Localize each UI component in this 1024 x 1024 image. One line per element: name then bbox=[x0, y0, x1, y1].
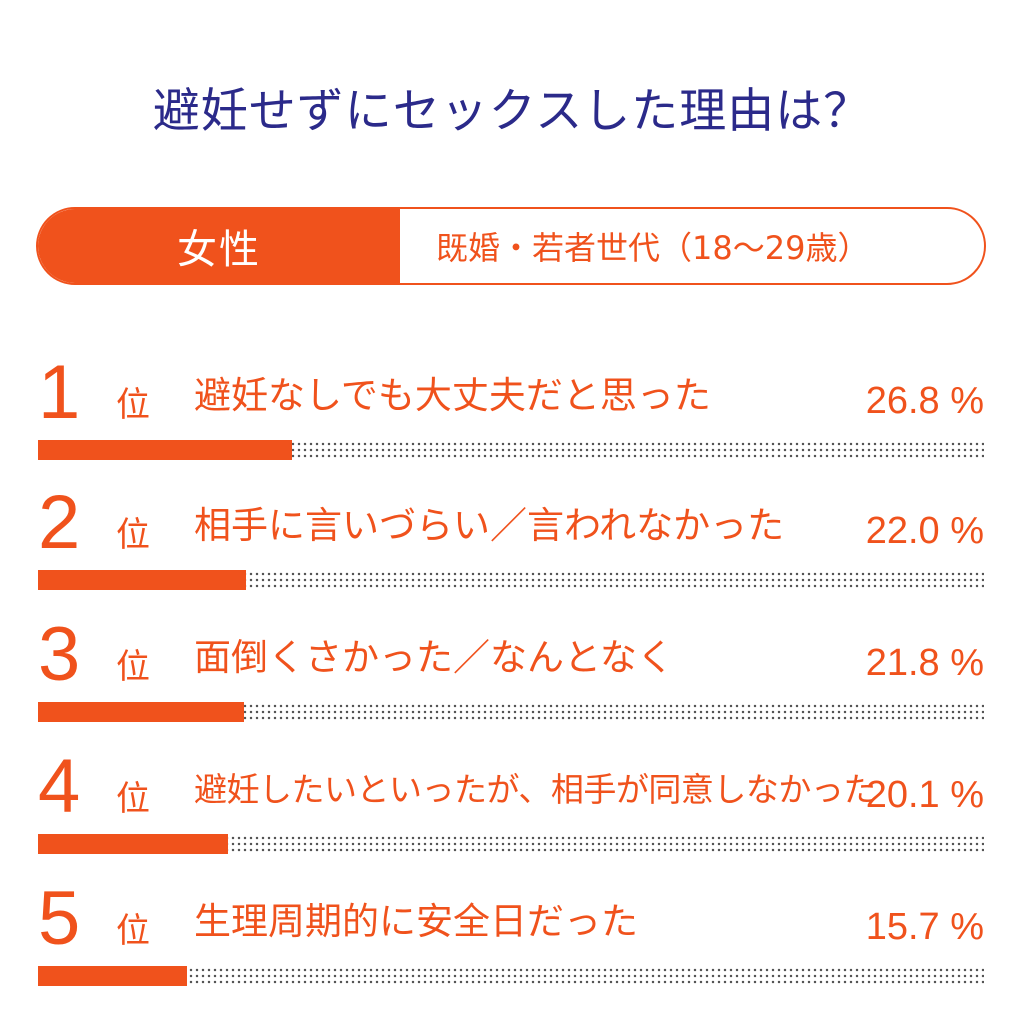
rank-number: 5 bbox=[38, 876, 81, 961]
value-label: 20.1 % bbox=[865, 774, 984, 816]
chart-title: 避妊せずにセックスした理由は？ bbox=[152, 84, 872, 139]
rank-unit: 位 bbox=[116, 515, 150, 555]
rank-unit: 位 bbox=[116, 647, 150, 687]
bar bbox=[38, 966, 187, 986]
rank-row-2: 2 位 相手に言いづらい／言われなかった 22.0 % bbox=[0, 478, 1024, 610]
bar-track bbox=[38, 570, 984, 590]
reason-label: 面倒くさかった／なんとなく bbox=[194, 636, 674, 679]
reason-label: 避妊したいといったが、相手が同意しなかった bbox=[194, 770, 876, 809]
value-label: 15.7 % bbox=[865, 906, 984, 948]
bar bbox=[38, 440, 292, 460]
reason-label: 生理周期的に安全日だった bbox=[194, 900, 638, 943]
value-label: 22.0 % bbox=[865, 510, 984, 552]
bar-track bbox=[38, 834, 984, 854]
segment-banner: 女性 既婚・若者世代（18〜29歳） bbox=[36, 207, 986, 285]
bar bbox=[38, 702, 244, 722]
rank-number: 1 bbox=[38, 350, 81, 435]
bar-track bbox=[38, 702, 984, 722]
rank-row-1: 1 位 避妊なしでも大丈夫だと思った 26.8 % bbox=[0, 348, 1024, 480]
bar-track bbox=[38, 440, 984, 460]
rank-number: 3 bbox=[38, 612, 81, 697]
rank-row-4: 4 位 避妊したいといったが、相手が同意しなかった 20.1 % bbox=[0, 742, 1024, 874]
rank-unit: 位 bbox=[116, 779, 150, 819]
value-label: 26.8 % bbox=[865, 380, 984, 422]
segment-gender: 女性 bbox=[38, 209, 400, 283]
rank-row-5: 5 位 生理周期的に安全日だった 15.7 % bbox=[0, 874, 1024, 1006]
segment-group: 既婚・若者世代（18〜29歳） bbox=[436, 229, 870, 267]
bar bbox=[38, 570, 246, 590]
value-label: 21.8 % bbox=[865, 642, 984, 684]
bar-track bbox=[38, 966, 984, 986]
rank-row-3: 3 位 面倒くさかった／なんとなく 21.8 % bbox=[0, 610, 1024, 742]
rank-number: 2 bbox=[38, 480, 81, 565]
rank-number: 4 bbox=[38, 744, 81, 829]
bar bbox=[38, 834, 228, 854]
reason-label: 相手に言いづらい／言われなかった bbox=[194, 504, 785, 547]
rank-unit: 位 bbox=[116, 911, 150, 951]
rank-unit: 位 bbox=[116, 385, 150, 425]
reason-label: 避妊なしでも大丈夫だと思った bbox=[194, 374, 711, 417]
